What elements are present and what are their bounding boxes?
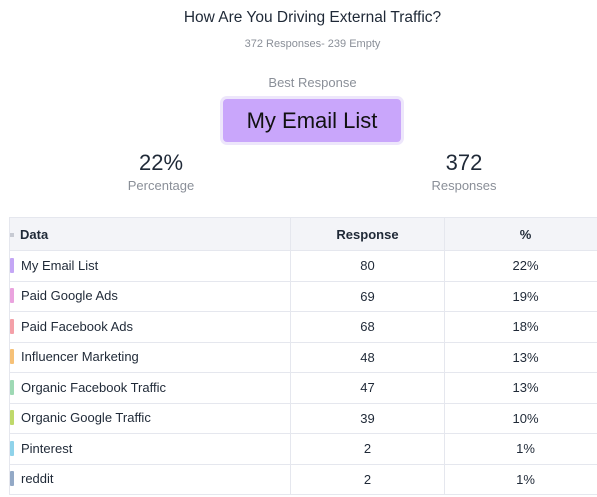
table-row: Paid Facebook Ads 68 18% (9, 311, 597, 343)
row-label: Organic Google Traffic (21, 410, 151, 426)
best-response-badge: My Email List (223, 99, 401, 142)
column-header-response[interactable]: Response (290, 217, 445, 251)
row-percent: 19% (444, 280, 597, 312)
row-label-cell: reddit (9, 463, 291, 495)
percentage-label: Percentage (127, 178, 195, 193)
table-row: reddit 2 1% (9, 463, 597, 495)
percentage-stat: 22% Percentage (110, 150, 212, 193)
color-swatch-icon (10, 318, 14, 334)
column-header-percent[interactable]: % (444, 217, 597, 251)
row-percent: 18% (444, 311, 597, 343)
responses-value: 372 (445, 150, 483, 175)
row-label: Organic Facebook Traffic (21, 379, 166, 395)
row-percent: 13% (444, 372, 597, 404)
color-swatch-icon (10, 257, 14, 273)
row-response-count: 2 (290, 433, 445, 465)
table-row: Influencer Marketing 48 13% (9, 341, 597, 373)
color-swatch-icon (10, 379, 14, 395)
row-percent: 22% (444, 250, 597, 282)
row-label: reddit (21, 471, 54, 487)
responses-stat: 372 Responses (412, 150, 516, 193)
row-label-cell: Organic Facebook Traffic (9, 372, 291, 404)
row-label-cell: Pinterest (9, 433, 291, 465)
row-response-count: 2 (290, 463, 445, 495)
row-percent: 1% (444, 463, 597, 495)
row-label-cell: Paid Facebook Ads (9, 311, 291, 343)
drag-handle-icon (10, 233, 14, 238)
table-header-row: Data Response % (9, 217, 597, 251)
responses-label: Responses (431, 178, 497, 193)
row-response-count: 68 (290, 311, 445, 343)
responses-summary: 372 Responses- 239 Empty (244, 38, 381, 50)
row-percent: 10% (444, 402, 597, 434)
row-percent: 1% (444, 433, 597, 465)
row-response-count: 39 (290, 402, 445, 434)
row-response-count: 48 (290, 341, 445, 373)
table-row: Organic Google Traffic 39 10% (9, 402, 597, 434)
color-swatch-icon (10, 440, 14, 456)
row-label: My Email List (21, 257, 99, 273)
row-label: Paid Google Ads (21, 288, 118, 304)
color-swatch-icon (10, 349, 14, 365)
row-percent: 13% (444, 341, 597, 373)
color-swatch-icon (10, 471, 14, 487)
survey-question-title: How Are You Driving External Traffic? (183, 9, 442, 26)
color-swatch-icon (10, 288, 14, 304)
row-label: Pinterest (21, 440, 73, 456)
row-label: Paid Facebook Ads (21, 318, 134, 334)
percentage-value: 22% (138, 150, 184, 175)
row-response-count: 69 (290, 280, 445, 312)
best-response-label: Best Response (268, 75, 357, 90)
table-row: Paid Google Ads 69 19% (9, 280, 597, 312)
row-response-count: 80 (290, 250, 445, 282)
column-header-data[interactable]: Data (9, 217, 291, 251)
row-label-cell: Organic Google Traffic (9, 402, 291, 434)
table-row: Organic Facebook Traffic 47 13% (9, 372, 597, 404)
row-label-cell: Influencer Marketing (9, 341, 291, 373)
row-label-cell: My Email List (9, 250, 291, 282)
table-row: My Email List 80 22% (9, 250, 597, 282)
table-row: Pinterest 2 1% (9, 433, 597, 465)
responses-table: Data Response % My Email List 80 22% Paid G… (9, 217, 597, 495)
color-swatch-icon (10, 410, 14, 426)
row-label: Influencer Marketing (21, 349, 139, 365)
row-response-count: 47 (290, 372, 445, 404)
row-label-cell: Paid Google Ads (9, 280, 291, 312)
